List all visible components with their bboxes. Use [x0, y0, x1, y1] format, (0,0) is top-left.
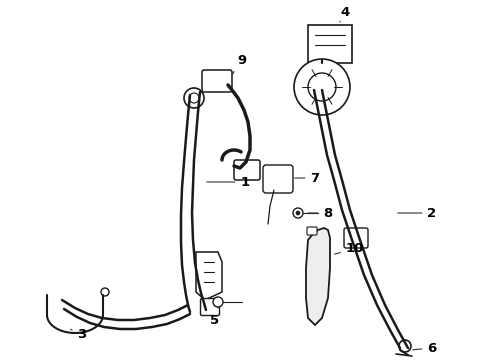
- Polygon shape: [196, 252, 222, 300]
- Text: 2: 2: [398, 207, 437, 220]
- Circle shape: [293, 208, 303, 218]
- FancyBboxPatch shape: [344, 228, 368, 248]
- Text: 7: 7: [295, 171, 319, 185]
- Circle shape: [399, 340, 411, 352]
- Text: 8: 8: [308, 207, 333, 220]
- FancyBboxPatch shape: [200, 298, 220, 315]
- Circle shape: [184, 88, 204, 108]
- FancyBboxPatch shape: [234, 160, 260, 180]
- FancyBboxPatch shape: [202, 70, 232, 92]
- Text: 9: 9: [232, 54, 246, 76]
- Circle shape: [294, 59, 350, 115]
- FancyBboxPatch shape: [263, 165, 293, 193]
- Circle shape: [296, 211, 300, 215]
- Text: 6: 6: [413, 342, 437, 355]
- Circle shape: [101, 288, 109, 296]
- Circle shape: [308, 73, 336, 101]
- FancyBboxPatch shape: [307, 227, 317, 235]
- Text: 10: 10: [335, 242, 364, 255]
- Text: 5: 5: [210, 307, 220, 327]
- Circle shape: [189, 93, 199, 103]
- Circle shape: [213, 297, 223, 307]
- Text: 1: 1: [207, 176, 249, 189]
- Polygon shape: [306, 228, 330, 325]
- Text: 4: 4: [340, 5, 350, 22]
- Text: 3: 3: [71, 328, 87, 342]
- Bar: [308, 25, 352, 63]
